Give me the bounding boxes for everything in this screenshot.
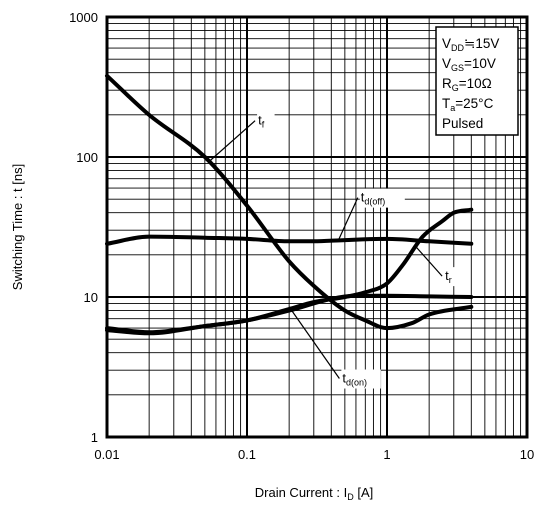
y-tick-label: 10	[84, 290, 98, 305]
y-axis-label: Switching Time : t [ns]	[10, 164, 25, 290]
condition-ta: Ta=25°C	[442, 96, 494, 113]
condition-vdd: VDD≒15V	[442, 36, 499, 53]
y-tick-label: 1000	[69, 10, 98, 25]
annotation-bg-td-off	[359, 188, 405, 208]
conditions-box: VDD≒15V VGS=10V RG=10Ω Ta=25°C Pulsed	[435, 26, 519, 136]
x-axis-label: Drain Current : ID [A]	[255, 485, 374, 502]
tick-labels: 0.01 0.1 1 10 1 10 100 1000	[69, 10, 534, 462]
annotation-leader-tf	[210, 120, 256, 161]
y-tick-label: 100	[76, 150, 98, 165]
annotation-label-tr: tr	[445, 268, 452, 285]
x-tick-label: 0.1	[238, 447, 256, 462]
annotation-leader-tr	[415, 245, 443, 277]
condition-rg: RG=10Ω	[442, 76, 492, 93]
annotation-leader-td-on	[288, 306, 340, 379]
condition-vgs: VGS=10V	[442, 56, 496, 73]
plot-border	[105, 15, 529, 439]
annotation-bg-tr	[444, 267, 462, 287]
curves	[105, 73, 474, 336]
annotation-bg-tf	[257, 111, 275, 131]
annotation-label-td-off: td(off)	[361, 190, 385, 207]
annotations: tf td(off) tr td(on)	[210, 111, 462, 389]
y-tick-label: 1	[91, 430, 98, 445]
x-tick-label: 10	[520, 447, 534, 462]
annotation-label-td-on: td(on)	[342, 371, 367, 388]
series-tf-line	[105, 73, 474, 331]
plot-frame	[105, 15, 529, 439]
annotation-label-tf: tf	[258, 113, 265, 130]
x-tick-label: 0.01	[94, 447, 119, 462]
series-td-off-line	[105, 234, 474, 246]
x-tick-label: 1	[383, 447, 390, 462]
condition-pulsed: Pulsed	[442, 116, 483, 131]
annotation-bg-td-on	[341, 369, 381, 389]
conditions-box-border	[435, 26, 519, 136]
series-td-on-line	[105, 293, 474, 335]
annotation-leader-td-off	[337, 197, 359, 241]
